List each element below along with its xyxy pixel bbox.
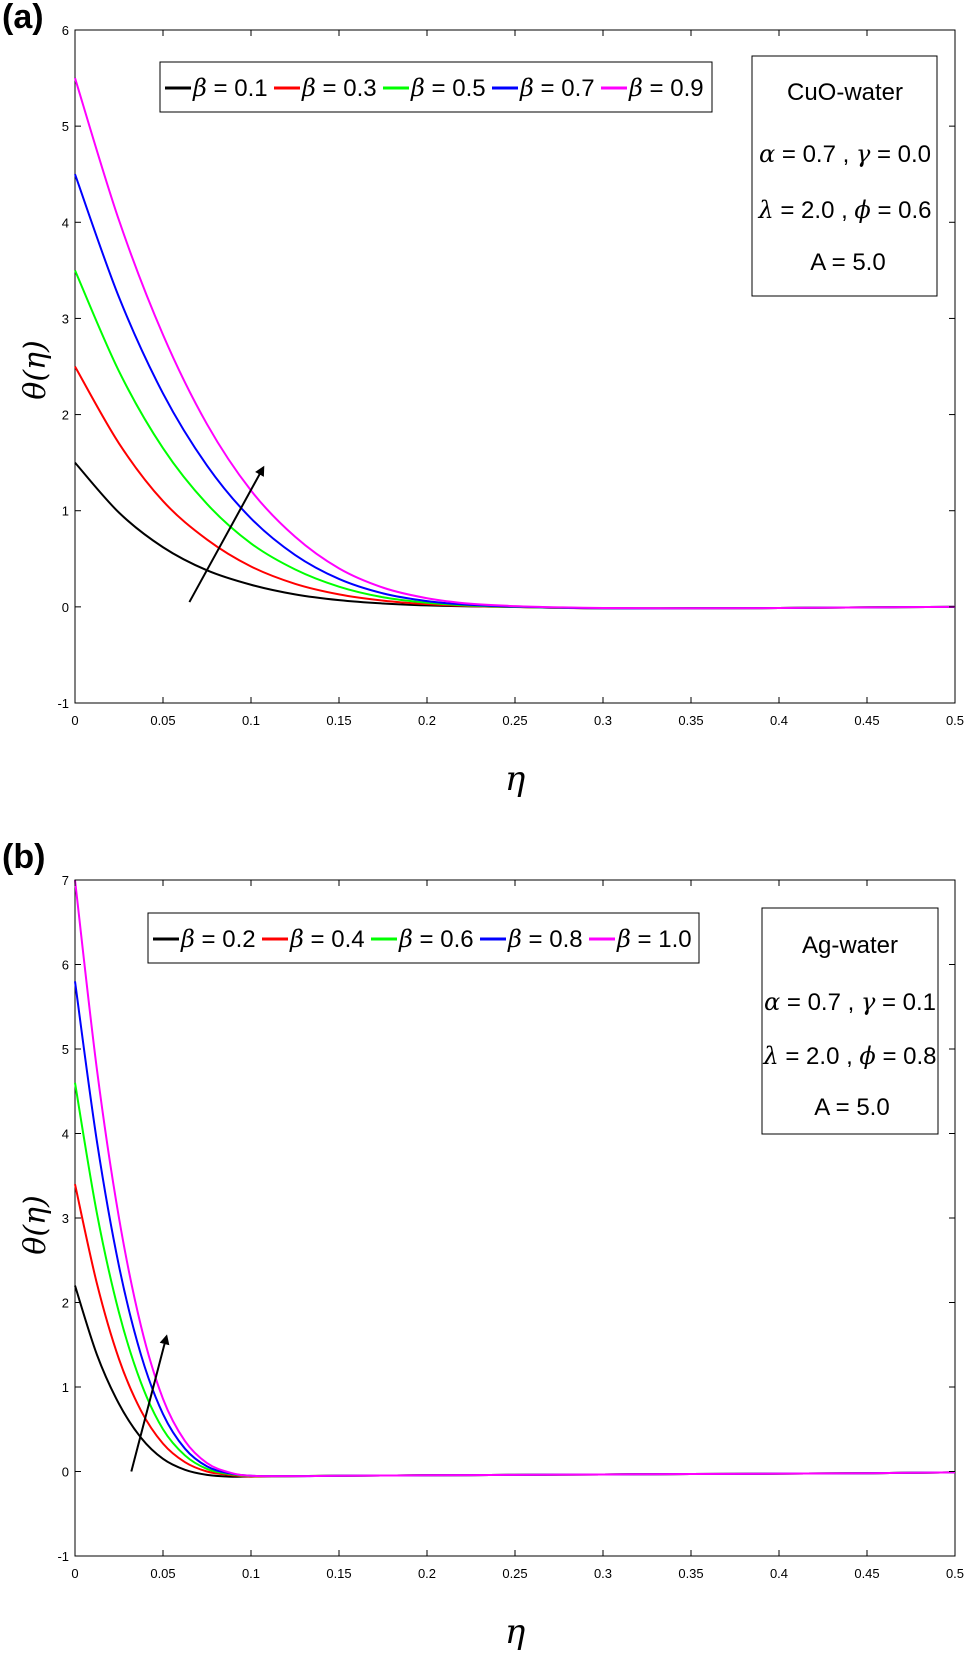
x-tick-label-b: 0.5 — [946, 1566, 964, 1581]
legend-item-b-2: β = 0.6 — [371, 925, 474, 953]
x-tick-label-a: 0.15 — [326, 713, 351, 728]
y-tick-label-b: 6 — [62, 958, 69, 973]
y-tick-label-a: -1 — [57, 696, 69, 711]
panel-label-a: (a) — [2, 0, 44, 36]
legend-item-a-4: β = 0.9 — [601, 74, 704, 102]
y-tick-label-b: 4 — [62, 1127, 69, 1142]
legend-b: β = 0.2 β = 0.4 β = 0.6 β = 0.8 β = 1.0 — [147, 912, 700, 964]
ticks-layer-b: 0 0.05 0.1 0.15 0.2 0.25 0.3 0.35 0.4 0.45 0.5-101… — [57, 873, 964, 1581]
x-tick-label-a: 0.35 — [678, 713, 703, 728]
legend-item-b-3: β = 0.8 — [480, 925, 583, 953]
x-tick-label-b: 0.15 — [326, 1566, 351, 1581]
x-tick-label-a: 0.3 — [594, 713, 612, 728]
legend-label: β = 0.9 — [628, 74, 704, 102]
legend-label: β = 0.7 — [519, 74, 595, 102]
legend-item-a-2: β = 0.5 — [383, 74, 486, 102]
fluid-label-b: Ag-water — [802, 932, 898, 959]
x-tick-label-a: 0.05 — [150, 713, 175, 728]
y-axis-title-a: θ(η) — [18, 340, 53, 399]
legend-label: β = 0.3 — [301, 74, 377, 102]
panel-a: (a) 0 0.05 0.1 0.15 0.2 0.25 0.3 0.35 0.4 0.45 0.5… — [2, 0, 964, 799]
y-axis-title-b: θ(η) — [18, 1195, 53, 1254]
y-tick-label-a: 2 — [62, 408, 69, 423]
arrow-line-a — [188, 465, 265, 603]
y-tick-label-b: 2 — [62, 1296, 69, 1311]
legend-item-a-3: β = 0.7 — [492, 74, 595, 102]
y-tick-label-b: 7 — [62, 873, 69, 888]
param-line1-b: α = 0.7 , γ = 0.1 — [764, 988, 936, 1016]
series-line-b-4 — [74, 879, 956, 1478]
x-tick-label-b: 0.1 — [242, 1566, 260, 1581]
y-tick-label-b: 5 — [62, 1042, 69, 1057]
y-tick-label-a: 4 — [62, 215, 69, 230]
y-tick-label-b: -1 — [57, 1549, 69, 1564]
ticks-layer-a: 0 0.05 0.1 0.15 0.2 0.25 0.3 0.35 0.4 0.45 0.5-101… — [57, 23, 964, 728]
x-tick-label-b: 0.45 — [854, 1566, 879, 1581]
x-tick-label-b: 0.3 — [594, 1566, 612, 1581]
param-line2-b: λ = 2.0 , ϕ = 0.8 — [762, 1042, 936, 1070]
x-tick-label-b: 0 — [71, 1566, 78, 1581]
x-tick-label-a: 0.1 — [242, 713, 260, 728]
x-tick-label-a: 0.5 — [946, 713, 964, 728]
legend-items-a: β = 0.1 β = 0.3 β = 0.5 β = 0.7 β = 0.9 — [165, 74, 704, 102]
legend-item-b-4: β = 1.0 — [589, 925, 692, 953]
legend-label: β = 0.1 — [192, 74, 268, 102]
param-line2-a: λ = 2.0 , ϕ = 0.6 — [757, 196, 931, 224]
y-tick-label-a: 6 — [62, 23, 69, 38]
info-frame-a — [751, 55, 938, 297]
x-axis-title-a: η — [505, 759, 526, 799]
legend-items-b: β = 0.2 β = 0.4 β = 0.6 β = 0.8 β = 1.0 — [153, 925, 692, 953]
legend-item-b-0: β = 0.2 — [153, 925, 256, 953]
y-tick-label-a: 0 — [62, 600, 69, 615]
x-tick-label-b: 0.2 — [418, 1566, 436, 1581]
x-tick-label-b: 0.25 — [502, 1566, 527, 1581]
y-tick-label-b: 1 — [62, 1380, 69, 1395]
y-tick-label-b: 0 — [62, 1465, 69, 1480]
y-tick-label-a: 1 — [62, 504, 69, 519]
x-tick-label-b: 0.4 — [770, 1566, 788, 1581]
arrow-line-b — [130, 1334, 170, 1472]
x-tick-label-a: 0.45 — [854, 713, 879, 728]
x-axis-title-b: η — [505, 1612, 526, 1652]
y-tick-label-a: 3 — [62, 311, 69, 326]
info-box-b: Ag-water α = 0.7 , γ = 0.1 λ = 2.0 , ϕ =… — [761, 907, 939, 1135]
legend-item-a-0: β = 0.1 — [165, 74, 268, 102]
panel-b: (b) 0 0.05 0.1 0.15 0.2 0.25 0.3 0.35 0.4 0.45 0.5… — [2, 838, 964, 1652]
x-tick-label-a: 0.2 — [418, 713, 436, 728]
param-line3-b: A = 5.0 — [814, 1094, 889, 1121]
legend-item-a-1: β = 0.3 — [274, 74, 377, 102]
trend-arrow-a — [188, 465, 265, 603]
legend-label: β = 0.2 — [180, 925, 256, 953]
fluid-label-a: CuO-water — [787, 79, 903, 106]
legend-label: β = 0.8 — [507, 925, 583, 953]
y-tick-label-a: 5 — [62, 119, 69, 134]
x-tick-label-b: 0.35 — [678, 1566, 703, 1581]
legend-item-b-1: β = 0.4 — [262, 925, 365, 953]
x-tick-label-a: 0.25 — [502, 713, 527, 728]
param-line3-a: A = 5.0 — [810, 249, 885, 276]
x-tick-label-a: 0 — [71, 713, 78, 728]
series-line-a-4 — [74, 77, 956, 610]
info-box-a: CuO-water α = 0.7 , γ = 0.0 λ = 2.0 , ϕ … — [751, 55, 938, 297]
legend-a: β = 0.1 β = 0.3 β = 0.5 β = 0.7 β = 0.9 — [159, 61, 713, 113]
param-line1-a: α = 0.7 , γ = 0.0 — [759, 140, 931, 168]
x-tick-label-a: 0.4 — [770, 713, 788, 728]
y-tick-label-b: 3 — [62, 1211, 69, 1226]
trend-arrow-b — [130, 1334, 170, 1472]
legend-label: β = 0.5 — [410, 74, 486, 102]
panel-label-b: (b) — [2, 838, 45, 876]
series-layer-a — [74, 77, 956, 610]
x-tick-label-b: 0.05 — [150, 1566, 175, 1581]
info-frame-b — [761, 907, 939, 1135]
legend-label: β = 1.0 — [616, 925, 692, 953]
legend-label: β = 0.4 — [289, 925, 365, 953]
legend-label: β = 0.6 — [398, 925, 474, 953]
